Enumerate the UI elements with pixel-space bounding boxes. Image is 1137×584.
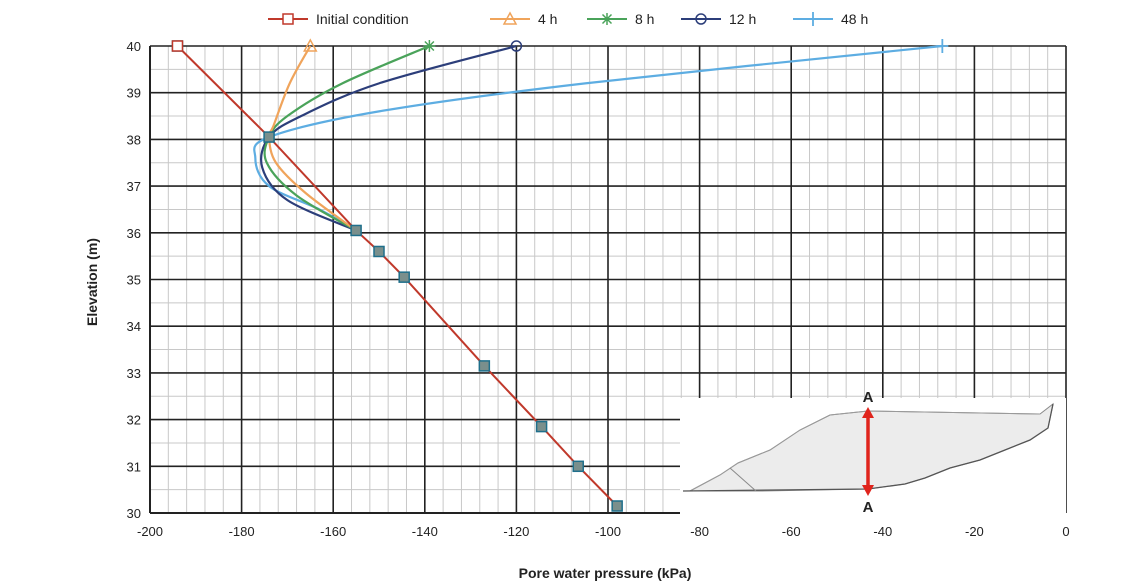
y-tick-label: 30: [127, 506, 141, 521]
legend-marker-icon: [282, 13, 294, 25]
data-point-marker-top: [423, 40, 436, 52]
data-point-marker-top: [303, 38, 318, 52]
x-tick-label: -160: [320, 524, 346, 539]
data-point-marker-top: [936, 39, 949, 53]
y-axis-title: Elevation (m): [84, 238, 100, 326]
legend-item-8-h: 8 h: [587, 11, 654, 27]
data-point-marker: [572, 460, 584, 473]
y-tick-label: 36: [127, 226, 141, 241]
y-tick-labels: 30 31 32 33 34 35 36 37 38 39 40: [127, 39, 141, 521]
x-tick-label: -120: [503, 524, 529, 539]
legend-marker-icon: [807, 12, 819, 26]
series-48-h: [253, 39, 949, 232]
x-tick-label: -200: [137, 524, 163, 539]
legend-label: Initial condition: [316, 11, 409, 27]
legend-marker-icon: [502, 11, 518, 25]
y-tick-label: 34: [127, 319, 141, 334]
x-axis-title: Pore water pressure (kPa): [519, 565, 692, 581]
data-point-marker: [478, 360, 491, 372]
data-point-marker: [373, 245, 385, 258]
section-arrow-bottom-icon: [862, 485, 874, 496]
y-tick-label: 35: [127, 273, 141, 288]
data-point-marker: [350, 224, 362, 237]
y-tick-label: 37: [127, 179, 141, 194]
series-line-48-h: [253, 44, 943, 232]
y-tick-label: 38: [127, 132, 141, 147]
legend-item-12-h: 12 h: [681, 11, 756, 27]
x-tick-label: 0: [1062, 524, 1069, 539]
legend-item-4-h: 4 h: [490, 11, 557, 27]
x-tick-labels: -200 -180 -160 -140 -120 -100 -80 -60 -40 -20 0: [137, 524, 1070, 539]
legend-item-48-h: 48 h: [793, 11, 868, 27]
slope-base-line: [682, 403, 1054, 492]
legend-marker-icon: [601, 13, 613, 25]
x-tick-label: -40: [873, 524, 892, 539]
slope-surface-line: [689, 410, 1041, 492]
inset-slope-diagram: A A: [680, 389, 1066, 516]
y-tick-label: 39: [127, 86, 141, 101]
data-point-marker: [398, 271, 410, 283]
x-tick-label: -140: [412, 524, 438, 539]
data-point-marker: [263, 131, 275, 143]
legend: Initial condition 4 h 8 h 12 h 48 h: [268, 11, 868, 27]
legend-item-initial-condition: Initial condition: [268, 11, 409, 27]
y-tick-label: 32: [127, 413, 141, 428]
y-tick-label: 33: [127, 366, 141, 381]
data-point-marker: [535, 420, 548, 433]
y-tick-label: 31: [127, 459, 141, 474]
legend-label: 48 h: [841, 11, 868, 27]
series-lines: [171, 38, 949, 512]
data-point-marker: [611, 500, 623, 512]
inset-label-bottom: A: [863, 499, 874, 516]
x-tick-label: -80: [690, 524, 709, 539]
inset-label-top: A: [863, 389, 874, 406]
data-point-marker-top: [171, 40, 184, 52]
x-tick-label: -20: [965, 524, 984, 539]
x-tick-label: -60: [782, 524, 801, 539]
x-tick-label: -180: [229, 524, 255, 539]
data-point-marker-top: [510, 40, 523, 52]
slope-toe-line: [729, 467, 757, 492]
x-tick-label: -100: [595, 524, 621, 539]
legend-label: 12 h: [729, 11, 756, 27]
legend-label: 8 h: [635, 11, 654, 27]
series-initial-condition: [171, 40, 623, 512]
y-tick-label: 40: [127, 39, 141, 54]
section-arrow-top-icon: [862, 407, 874, 418]
legend-marker-icon: [695, 13, 707, 25]
legend-label: 4 h: [538, 11, 557, 27]
